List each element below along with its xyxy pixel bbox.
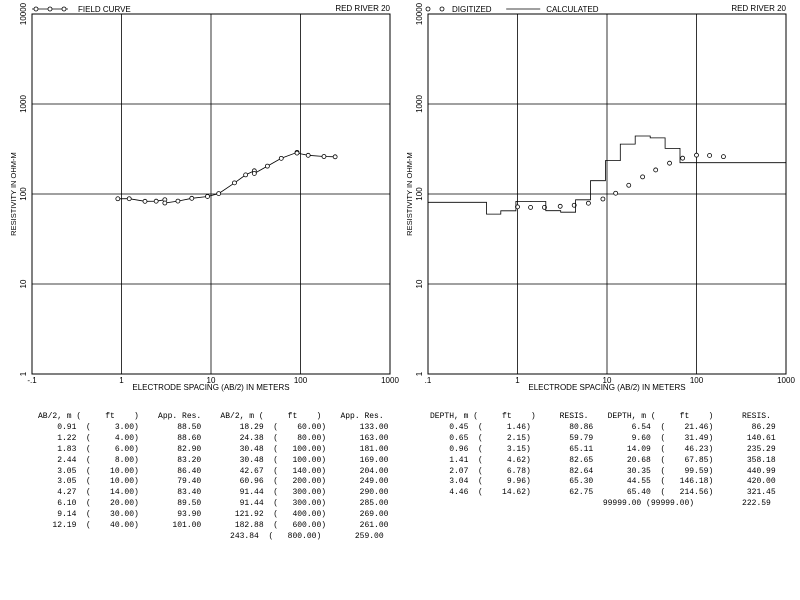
legend-label: FIELD CURVE bbox=[78, 5, 131, 14]
field-table-row: 1.83 ( 6.00) 82.90 30.48 ( 100.00) 181.0… bbox=[38, 444, 389, 454]
x-axis-label: ELECTRODE SPACING (AB/2) IN METERS bbox=[132, 383, 289, 392]
data-point bbox=[126, 196, 132, 202]
model-table-header: DEPTH, m ( ft ) RESIS. DEPTH, m ( ft ) R… bbox=[430, 412, 771, 421]
y-tick-label: 100 bbox=[415, 187, 424, 201]
model-table-row: 0.96 ( 3.15) 65.11 14.09 ( 46.23) 235.29 bbox=[430, 444, 776, 454]
field-table-header: AB/2, m ( ft ) App. Res. AB/2, m ( ft ) … bbox=[38, 412, 384, 421]
data-point bbox=[667, 160, 672, 166]
legend-marker bbox=[425, 6, 431, 12]
data-point bbox=[528, 204, 533, 210]
field-table-row: 6.10 ( 20.00) 89.50 91.44 ( 300.00) 285.… bbox=[38, 499, 389, 509]
x-tick-label: -.1 bbox=[27, 376, 37, 385]
model-table-row: 3.04 ( 9.96) 65.30 44.55 ( 146.18) 420.0… bbox=[430, 477, 776, 487]
data-point bbox=[653, 167, 659, 173]
legend-marker bbox=[439, 6, 445, 12]
calculated-step-curve bbox=[428, 135, 786, 215]
data-point bbox=[251, 171, 257, 176]
field-table-row: 12.19 ( 40.00) 101.00 182.88 ( 600.00) 2… bbox=[38, 521, 389, 531]
data-point bbox=[216, 191, 222, 197]
data-point bbox=[721, 154, 726, 160]
y-tick-label: 100 bbox=[19, 187, 28, 201]
x-tick-label: 1000 bbox=[381, 376, 399, 385]
data-point bbox=[332, 154, 338, 160]
data-point bbox=[205, 194, 210, 199]
y-axis-label: RESISTIVITY IN OHM-M bbox=[9, 152, 18, 236]
y-tick-label: 1 bbox=[19, 371, 28, 376]
legend-marker bbox=[47, 6, 53, 12]
legend-label: DIGITIZED bbox=[452, 5, 492, 14]
x-tick-label: 100 bbox=[294, 376, 308, 385]
data-point bbox=[586, 200, 591, 206]
data-point bbox=[640, 174, 646, 180]
data-point bbox=[264, 163, 270, 169]
model-table-row: 0.45 ( 1.46) 80.86 6.54 ( 21.46) 86.29 bbox=[430, 422, 776, 432]
data-point bbox=[162, 200, 168, 206]
model-table-row: 0.65 ( 2.15) 59.79 9.60 ( 31.49) 140.61 bbox=[430, 433, 776, 443]
model-table-row: 4.46 ( 14.62) 62.75 65.40 ( 214.56) 321.… bbox=[430, 488, 776, 498]
field-table-row: 3.05 ( 10.00) 86.40 42.67 ( 140.00) 204.… bbox=[38, 466, 389, 476]
data-point bbox=[142, 198, 148, 204]
model-table-row: 2.07 ( 6.78) 82.64 30.35 ( 99.59) 440.99 bbox=[430, 466, 776, 476]
legend-label: CALCULATED bbox=[546, 5, 599, 14]
data-point bbox=[694, 152, 699, 158]
x-tick-label: 100 bbox=[690, 376, 704, 385]
y-tick-label: 10000 bbox=[19, 2, 28, 25]
data-point bbox=[305, 152, 311, 158]
location-label: RED RIVER 20 bbox=[731, 4, 786, 13]
data-point bbox=[626, 182, 632, 188]
data-point bbox=[321, 154, 327, 159]
field-table-rows: 0.91 ( 3.00) 88.50 18.29 ( 60.00) 133.00… bbox=[38, 423, 388, 541]
y-axis-label: RESISTIVITY IN OHM-M bbox=[405, 152, 414, 236]
y-tick-label: 1000 bbox=[19, 95, 28, 113]
x-tick-label: 1 bbox=[119, 376, 124, 385]
field-table-row: 2.44 ( 8.00) 83.20 30.48 ( 100.00) 169.0… bbox=[38, 455, 389, 465]
y-tick-label: 10 bbox=[415, 279, 424, 288]
x-tick-label: .1 bbox=[425, 376, 432, 385]
field-table-row: 1.22 ( 4.00) 88.60 24.38 ( 80.00) 163.00 bbox=[38, 433, 389, 443]
x-tick-label: 1000 bbox=[777, 376, 795, 385]
data-point bbox=[232, 180, 237, 186]
data-point bbox=[557, 203, 563, 209]
data-point bbox=[571, 202, 577, 208]
data-point bbox=[680, 155, 686, 161]
data-point bbox=[278, 155, 284, 161]
legend-marker bbox=[33, 6, 39, 12]
data-point bbox=[243, 172, 249, 178]
field-data-table: AB/2, m ( ft ) App. Res. AB/2, m ( ft ) … bbox=[38, 412, 388, 543]
y-tick-label: 1 bbox=[415, 371, 424, 376]
model-layer-table: DEPTH, m ( ft ) RESIS. DEPTH, m ( ft ) R… bbox=[430, 412, 776, 510]
x-axis-label: ELECTRODE SPACING (AB/2) IN METERS bbox=[528, 383, 685, 392]
model-table-rows: 0.45 ( 1.46) 80.86 6.54 ( 21.46) 86.29 0… bbox=[430, 422, 776, 509]
data-point bbox=[153, 198, 159, 204]
data-point bbox=[600, 196, 606, 202]
x-tick-label: 1 bbox=[515, 376, 520, 385]
data-point bbox=[613, 190, 619, 196]
data-point bbox=[175, 198, 181, 204]
field-table-row: 0.91 ( 3.00) 88.50 18.29 ( 60.00) 133.00 bbox=[38, 422, 389, 432]
model-table-row: 1.41 ( 4.62) 82.65 20.68 ( 67.85) 358.18 bbox=[430, 455, 776, 465]
data-point bbox=[707, 153, 712, 158]
field-table-row: 3.05 ( 10.00) 79.40 60.96 ( 200.00) 249.… bbox=[38, 477, 389, 487]
data-point bbox=[189, 195, 195, 201]
y-tick-label: 1000 bbox=[415, 95, 424, 113]
data-point bbox=[294, 150, 300, 156]
series-line bbox=[117, 151, 336, 204]
x-tick-label: 10 bbox=[603, 376, 612, 385]
field-table-row: 9.14 ( 30.00) 93.90 121.92 ( 400.00) 269… bbox=[38, 510, 389, 520]
y-tick-label: 10 bbox=[19, 279, 28, 288]
data-point bbox=[115, 196, 121, 202]
field-table-row: 243.84 ( 800.00) 259.00 bbox=[38, 531, 384, 541]
field-table-row: 4.27 ( 14.00) 83.40 91.44 ( 300.00) 290.… bbox=[38, 488, 389, 498]
x-tick-label: 10 bbox=[207, 376, 216, 385]
legend-marker bbox=[61, 6, 67, 12]
y-tick-label: 10000 bbox=[415, 2, 424, 25]
model-table-row: 99999.00 (99999.00) 222.59 bbox=[430, 499, 771, 509]
location-label: RED RIVER 20 bbox=[335, 4, 390, 13]
